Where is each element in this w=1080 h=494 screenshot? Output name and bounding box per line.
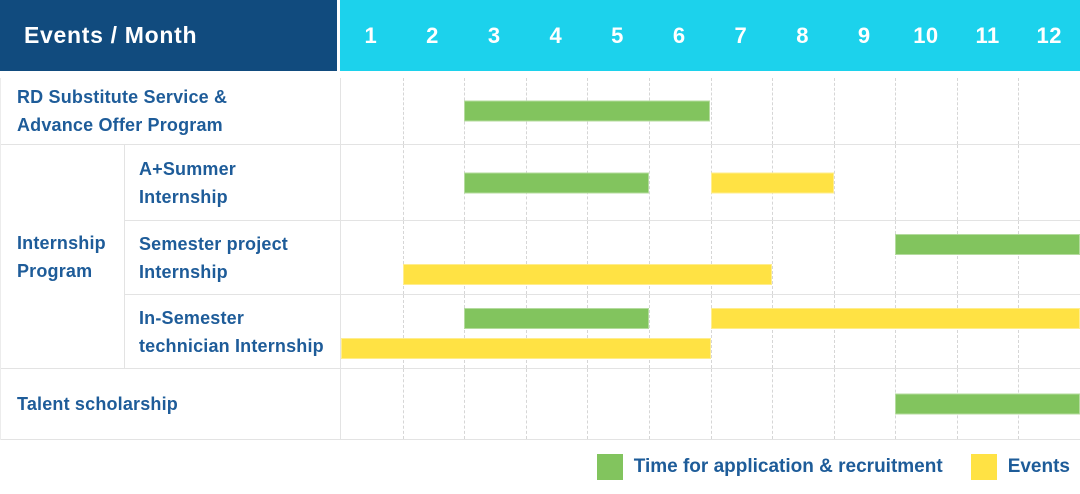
month-gridline [710,295,712,368]
month-gridline [464,295,466,368]
month-label: 12 [1036,22,1062,48]
month-gridline [1018,295,1020,368]
month-header-row: 1 2 3 4 5 6 7 8 9 10 11 12 [340,0,1080,71]
month-gridline [956,295,958,368]
row-in-semester: In-Semester technician Internship [125,295,1080,368]
gantt-bar-application [464,100,711,122]
month-gridline [772,78,774,144]
month-label: 9 [857,22,871,48]
chart-cell-in-semester [341,295,1080,368]
row-a-summer: A+Summer Internship [125,145,1080,221]
month-gridline [402,295,404,368]
gantt-bar-events [710,308,1080,329]
month-gridline [956,78,958,144]
month-gridline [525,221,527,294]
month-gridline [895,78,897,144]
month-gridline [772,369,774,439]
row-label-in-semester: In-Semester technician Internship [125,295,341,368]
legend-item-events: Events [970,454,1070,480]
gantt-bar-application [464,172,649,193]
legend-label-application: Time for application & recruitment [633,456,943,477]
month-gridline [525,295,527,368]
month-label: 4 [549,22,563,48]
month-gridline [402,369,404,439]
chart-cell-semester-project [341,221,1080,294]
month-label: 5 [611,22,624,48]
month-gridline [833,78,835,144]
row-semester-project: Semester project Internship [125,221,1080,295]
month-gridline [587,221,589,294]
row-label-semester-project: Semester project Internship [125,221,341,294]
legend-label-events: Events [1007,456,1070,477]
gantt-bar-events [710,172,834,193]
gantt-bar-events [341,338,711,359]
month-gridline [833,221,835,294]
row-label-rd-substitute: RD Substitute Service & Advance Offer Pr… [1,78,341,144]
chart-cell-rd-substitute [341,78,1080,144]
month-gridline [895,221,897,294]
legend-item-application: Time for application & recruitment [596,454,943,480]
legend: Time for application & recruitment Event… [0,440,1080,494]
gantt-bar-application [895,234,1080,255]
month-gridline [956,145,958,220]
month-gridline [402,221,404,294]
month-label: 3 [487,22,501,48]
month-gridline [710,369,712,439]
legend-swatch-green [596,454,623,480]
table-header: Events / Month 1 2 3 4 5 6 7 8 9 10 11 12 [0,0,1080,71]
month-gridline [402,145,404,220]
row-label-talent-scholarship: Talent scholarship [1,369,341,439]
month-label: 6 [672,22,686,48]
month-gridline [402,78,404,144]
month-gridline [833,295,835,368]
month-gridline [956,221,958,294]
month-gridline [895,295,897,368]
month-gridline [648,221,650,294]
month-gridline [464,369,466,439]
table-body: RD Substitute Service & Advance Offer Pr… [0,78,1080,440]
month-label: 1 [364,22,378,48]
gantt-bar-application [464,308,649,329]
row-talent-scholarship: Talent scholarship [1,369,1080,440]
month-label: 10 [913,22,939,48]
month-gridline [1018,78,1020,144]
month-label: 11 [975,22,1000,48]
month-gridline [648,145,650,220]
legend-swatch-yellow [970,454,997,480]
month-gridline [772,221,774,294]
group-internship-program: Internship Program A+Summer Internship S… [1,145,1080,369]
month-gridline [895,145,897,220]
month-gridline [587,295,589,368]
month-label: 2 [426,22,439,48]
month-gridline [710,78,712,144]
corner-header: Events / Month [0,0,340,71]
month-label: 7 [734,22,748,48]
internship-subrows: A+Summer Internship Semester project Int… [125,145,1080,368]
gantt-bar-application [895,393,1080,415]
month-gridline [648,369,650,439]
month-gridline [1018,145,1020,220]
chart-cell-talent-scholarship [341,369,1080,439]
group-label-internship-program: Internship Program [1,145,125,368]
row-label-a-summer: A+Summer Internship [125,145,341,220]
month-label: 8 [796,22,809,48]
month-gridline [710,221,712,294]
month-gridline [833,145,835,220]
month-gridline [772,295,774,368]
month-gridline [587,369,589,439]
month-gridline [648,295,650,368]
chart-cell-a-summer [341,145,1080,220]
month-gridline [464,221,466,294]
month-gridline [525,369,527,439]
month-gridline [1018,221,1020,294]
month-gridline [833,369,835,439]
row-rd-substitute: RD Substitute Service & Advance Offer Pr… [1,78,1080,145]
gantt-bar-events [402,264,773,285]
